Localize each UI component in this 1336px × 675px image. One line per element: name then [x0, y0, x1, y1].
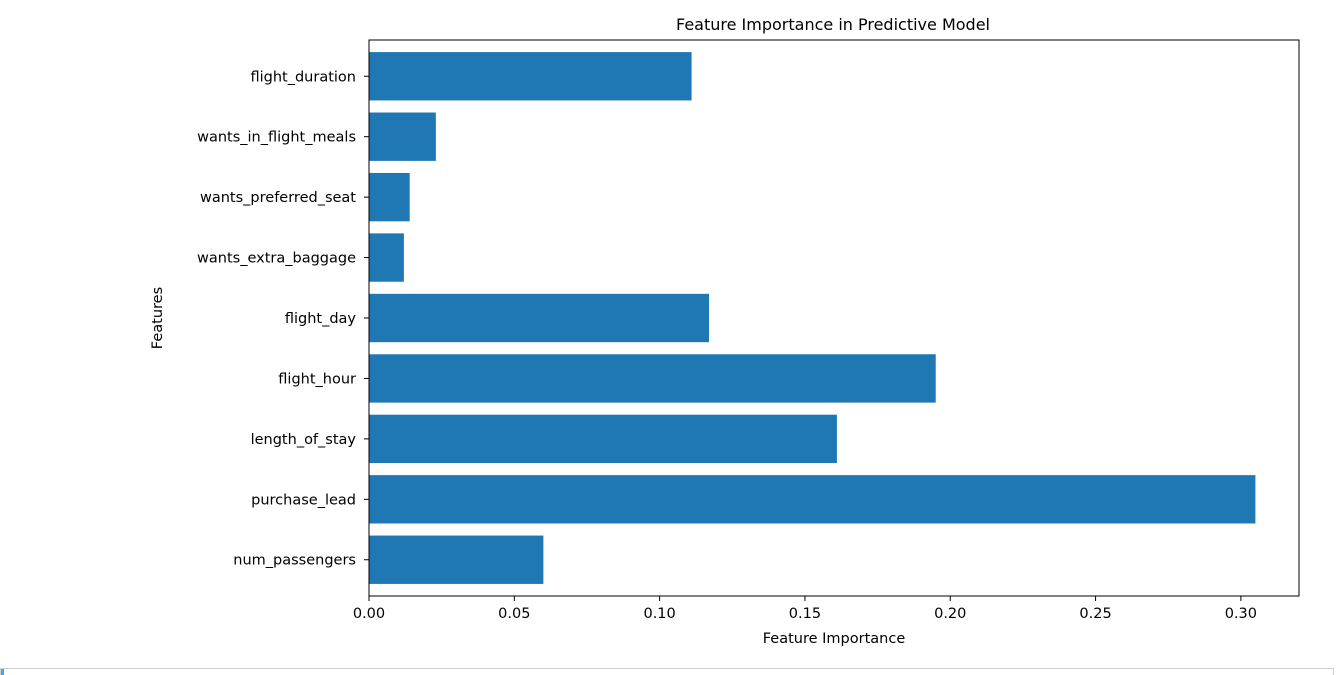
y-tick-label: flight_duration: [250, 69, 356, 85]
bar-length-of-stay: [369, 414, 837, 464]
x-tick-label: 0.15: [789, 606, 821, 622]
y-tick-label: flight_day: [285, 311, 357, 327]
bar-wants-preferred-seat: [369, 172, 410, 222]
plot-area-frame: [368, 39, 1300, 597]
bars-layer: [369, 52, 1256, 584]
bar-wants-in-flight-meals: [369, 112, 436, 161]
y-tick-label: num_passengers: [233, 553, 356, 569]
bar-flight-hour: [369, 354, 936, 403]
x-ticks: 0.00 0.05 0.10 0.15 0.20 0.25 0.30: [353, 596, 1257, 622]
bar-purchase-lead: [369, 475, 1256, 524]
y-ticks: num_passengers purchase_lead length_of_sta…: [197, 69, 369, 569]
y-axis-label: Features: [150, 287, 166, 349]
active-cell-marker: [1, 669, 4, 675]
x-axis-label: Feature Importance: [763, 631, 906, 647]
bar-num-passengers: [369, 535, 544, 584]
x-tick-label: 0.20: [934, 606, 966, 622]
y-tick-label: flight_hour: [278, 371, 356, 387]
chart-title: Feature Importance in Predictive Model: [676, 15, 990, 34]
x-tick-label: 0.10: [643, 606, 675, 622]
y-tick-label: wants_extra_baggage: [197, 251, 356, 267]
next-notebook-cell[interactable]: [0, 668, 1334, 675]
bar-flight-duration: [369, 52, 692, 101]
y-tick-label: wants_in_flight_meals: [197, 130, 356, 146]
y-tick-label: length_of_stay: [251, 432, 357, 448]
y-tick-label: purchase_lead: [251, 492, 356, 508]
y-tick-label: wants_preferred_seat: [200, 190, 356, 206]
bar-flight-day: [369, 293, 710, 343]
x-tick-label: 0.25: [1079, 606, 1111, 622]
bar-wants-extra-baggage: [369, 233, 404, 282]
x-tick-label: 0.05: [498, 606, 530, 622]
x-tick-label: 0.00: [353, 606, 385, 622]
x-tick-label: 0.30: [1225, 606, 1257, 622]
